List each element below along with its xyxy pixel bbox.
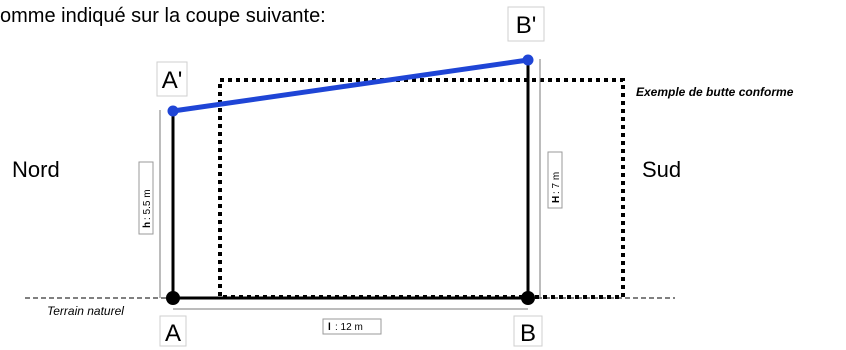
dim-tag-h: h : 5.5 m	[138, 161, 154, 235]
label-sud: Sud	[642, 157, 682, 182]
dim-l-value: : 12 m	[335, 322, 363, 333]
label-b-prime: B'	[516, 12, 537, 39]
label-a: A	[165, 320, 181, 347]
intro-text: omme indiqué sur la coupe suivante:	[0, 5, 326, 27]
point-a-prime	[167, 105, 179, 117]
label-nord: Nord	[12, 157, 60, 182]
dim-tag-H: H : 7 m	[547, 151, 563, 209]
label-terrain-naturel: Terrain naturel	[47, 304, 124, 318]
point-a	[166, 291, 180, 305]
dim-l-label: l	[328, 322, 331, 333]
butte-outline	[218, 78, 625, 299]
dim-h-value: : 5.5 m	[142, 189, 153, 220]
label-butte-conforme: Exemple de butte conforme	[636, 85, 794, 99]
label-b: B	[520, 320, 536, 347]
label-a-prime: A'	[162, 67, 183, 94]
dim-H-value: : 7 m	[551, 172, 562, 194]
dim-tag-l: l : 12 m	[322, 318, 382, 335]
point-b-prime	[522, 54, 534, 66]
dim-H-label: H	[551, 196, 562, 203]
slope-line	[170, 57, 531, 114]
dim-h-label: h	[142, 222, 153, 228]
point-b	[521, 291, 535, 305]
